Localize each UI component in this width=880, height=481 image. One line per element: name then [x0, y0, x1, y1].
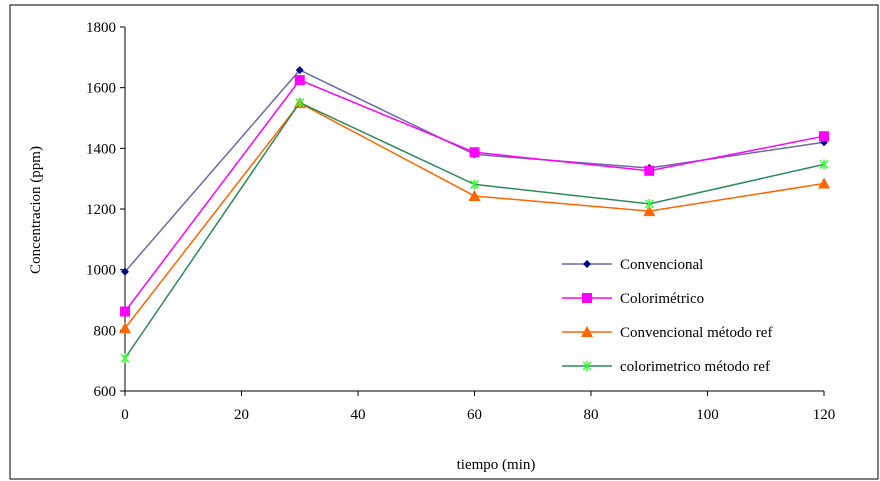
x-tick-label: 20 — [234, 407, 249, 423]
data-point — [294, 75, 305, 86]
legend-entry: Colorimétrico — [562, 291, 704, 307]
x-tick-label: 80 — [584, 407, 599, 423]
y-tick-label: 1000 — [86, 263, 116, 279]
data-point — [643, 205, 656, 217]
x-tick-label: 120 — [813, 407, 836, 423]
data-point — [468, 189, 481, 201]
x-tick-label: 0 — [121, 407, 129, 423]
legend-marker — [582, 293, 592, 303]
legend-label: Colorimétrico — [620, 291, 704, 307]
legend-label: colorimetrico método ref — [620, 359, 770, 375]
x-axis-label: tiempo (min) — [457, 457, 536, 473]
data-point — [644, 198, 654, 209]
legend-entry: colorimetrico método ref — [562, 359, 770, 375]
data-point — [119, 322, 131, 334]
data-point — [295, 66, 304, 75]
x-tick-label: 100 — [696, 407, 719, 423]
data-point — [121, 267, 129, 276]
chart-frame — [9, 4, 879, 480]
data-point — [120, 306, 130, 317]
x-tick-label: 40 — [351, 407, 366, 423]
legend-label: Convencional — [620, 257, 703, 273]
legend-entry: Convencional — [562, 257, 703, 273]
series-layer — [119, 66, 830, 364]
series-2 — [120, 75, 829, 317]
legend-marker — [583, 260, 591, 268]
y-axis-label: Concentracion (ppm) — [28, 146, 44, 274]
y-tick-label: 1400 — [86, 141, 116, 157]
y-tick-label: 1200 — [86, 202, 116, 218]
series-4 — [120, 97, 829, 364]
y-tick-label: 800 — [94, 323, 117, 339]
axes: 600 800 1000 1200 1400 1600 1800 0 20 40 60 80 100 12… — [86, 20, 835, 423]
y-tick-label: 1800 — [86, 20, 116, 36]
data-point — [120, 353, 130, 364]
y-tick-label: 600 — [94, 384, 117, 400]
legend: Convencional Colorimétrico Convencional mé… — [562, 257, 772, 375]
x-tick-label: 60 — [467, 407, 482, 423]
data-point — [295, 97, 305, 108]
legend-marker — [582, 361, 592, 371]
legend-marker — [581, 326, 593, 337]
data-point — [469, 147, 480, 158]
legend-entry: Convencional método ref — [562, 325, 772, 341]
data-point — [818, 177, 830, 189]
data-point — [819, 159, 829, 170]
data-point — [469, 179, 480, 190]
data-point — [644, 165, 655, 176]
y-tick-label: 1600 — [86, 81, 116, 97]
data-point — [819, 131, 829, 142]
legend-label: Convencional método ref — [620, 325, 772, 341]
